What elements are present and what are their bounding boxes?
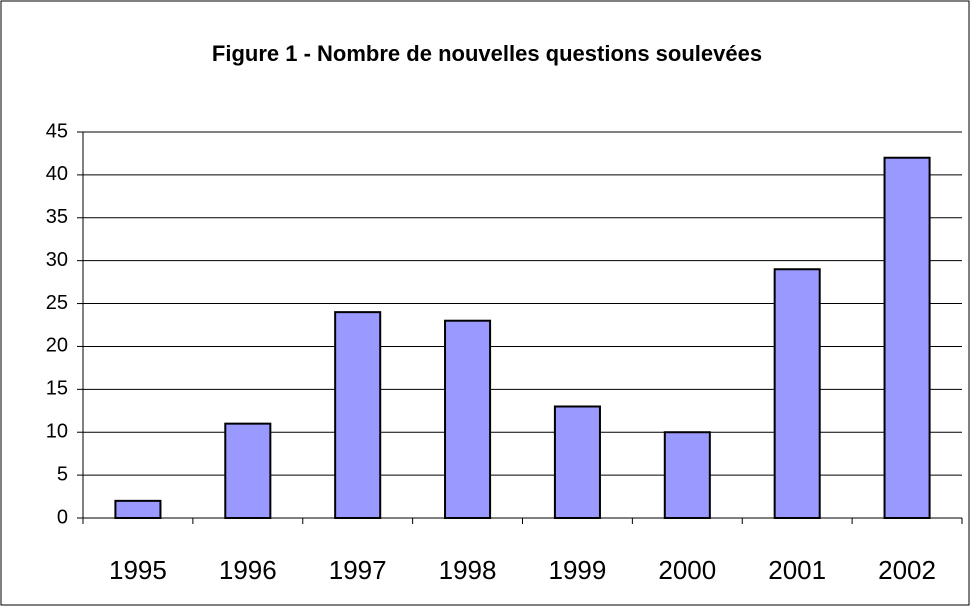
x-tick-label: 1997 bbox=[329, 555, 387, 585]
y-tick-label: 25 bbox=[46, 292, 68, 314]
y-tick-label: 5 bbox=[57, 463, 68, 485]
bar bbox=[444, 319, 492, 520]
y-tick-label: 40 bbox=[46, 163, 68, 185]
bar bbox=[773, 268, 821, 519]
y-tick-label: 20 bbox=[46, 335, 68, 357]
bar bbox=[224, 422, 272, 519]
chart-title: Figure 1 - Nombre de nouvelles questions… bbox=[212, 41, 762, 66]
x-tick-label: 1998 bbox=[439, 555, 497, 585]
y-tick-label: 0 bbox=[57, 506, 68, 528]
x-tick-label: 1995 bbox=[109, 555, 167, 585]
y-tick-label: 10 bbox=[46, 421, 68, 443]
bar bbox=[663, 431, 711, 520]
x-tick-label: 2000 bbox=[658, 555, 716, 585]
x-tick-label: 1999 bbox=[549, 555, 607, 585]
y-tick-label: 15 bbox=[46, 378, 68, 400]
x-tick-label: 1996 bbox=[219, 555, 277, 585]
x-tick-label: 2001 bbox=[768, 555, 826, 585]
bar bbox=[334, 311, 382, 519]
x-tick-label: 2002 bbox=[878, 555, 936, 585]
y-tick-label: 45 bbox=[46, 120, 68, 142]
bar bbox=[883, 156, 931, 519]
y-tick-label: 30 bbox=[46, 249, 68, 271]
y-tick-label: 35 bbox=[46, 206, 68, 228]
bar bbox=[114, 499, 162, 520]
bar bbox=[553, 405, 601, 519]
